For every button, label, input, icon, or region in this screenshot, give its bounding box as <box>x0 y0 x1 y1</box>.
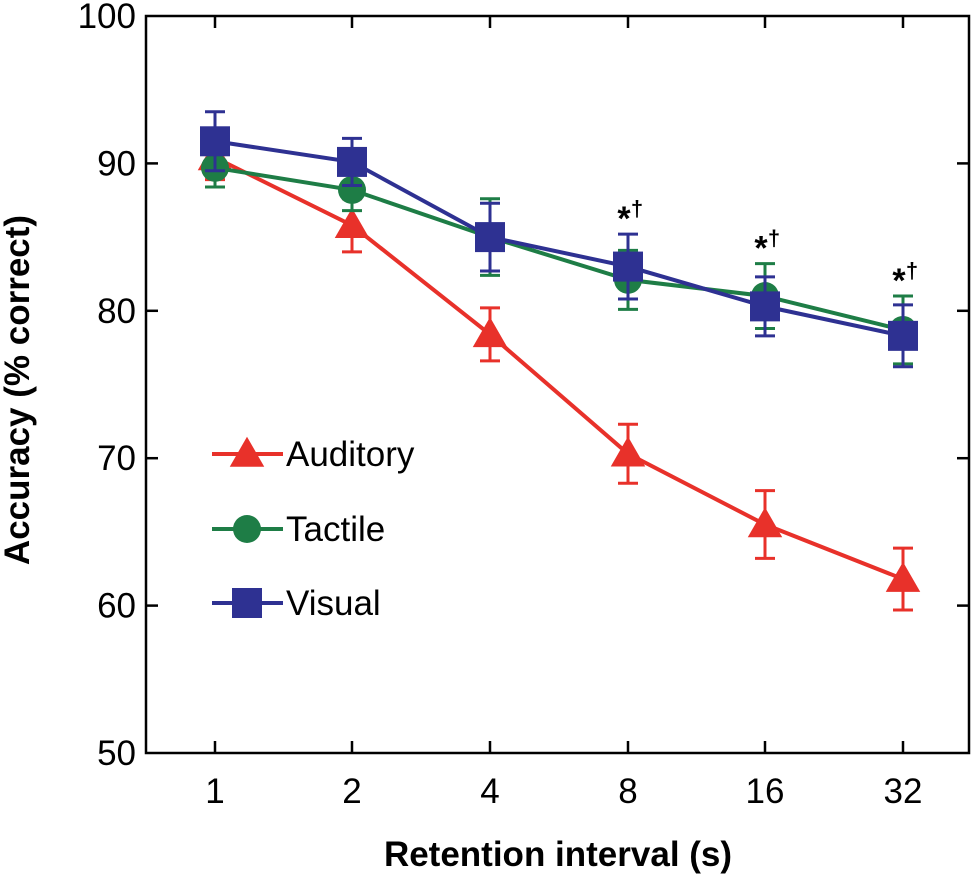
significance-annotation: * † <box>892 258 918 300</box>
y-tick-label: 50 <box>97 734 136 773</box>
x-tick-label: 16 <box>746 772 785 811</box>
annotations: * †* †* † <box>617 196 918 300</box>
legend-marker <box>229 436 265 467</box>
series-visual <box>200 110 918 369</box>
legend-label: Visual <box>286 584 381 623</box>
plot-frame <box>144 14 971 755</box>
significance-star: * <box>892 262 906 300</box>
x-tick-label: 1 <box>205 772 224 811</box>
series-line <box>214 165 904 332</box>
y-tick-label: 90 <box>97 144 136 183</box>
axes: 50 60 70 80 90 100 1 2 4 8 16 32 <box>78 0 971 811</box>
series-layer <box>197 110 921 612</box>
data-point <box>888 320 918 351</box>
data-point <box>610 436 646 467</box>
x-tick-label: 4 <box>480 772 499 811</box>
significance-star: * <box>754 230 768 268</box>
series-tactile <box>201 147 917 366</box>
significance-dagger: † <box>906 258 918 283</box>
y-tick-label: 70 <box>97 439 136 478</box>
significance-annotation: * † <box>617 196 643 238</box>
y-tick-label: 80 <box>97 292 136 331</box>
legend-marker <box>232 588 262 618</box>
legend-marker <box>233 515 261 543</box>
significance-star: * <box>617 200 631 238</box>
y-axis-label: Accuracy (% correct) <box>0 215 37 565</box>
significance-dagger: † <box>768 226 780 251</box>
significance-annotation: * † <box>754 226 780 268</box>
x-tick-label: 8 <box>618 772 637 811</box>
data-point <box>337 146 367 177</box>
data-point <box>472 317 508 348</box>
legend-item-visual: Visual <box>212 584 381 623</box>
data-point <box>885 561 921 592</box>
series-line <box>214 139 904 338</box>
series-line <box>214 155 904 581</box>
data-point <box>750 291 780 322</box>
x-axis-label: Retention interval (s) <box>384 835 732 874</box>
legend-item-auditory: Auditory <box>212 435 415 474</box>
data-point <box>334 208 370 239</box>
data-point <box>200 126 230 157</box>
y-tick-label: 60 <box>97 587 136 626</box>
significance-dagger: † <box>631 196 643 221</box>
y-tick-label: 100 <box>78 0 136 36</box>
x-tick-label: 2 <box>342 772 361 811</box>
data-point <box>475 222 505 253</box>
legend: Auditory Tactile Visual <box>212 435 415 623</box>
data-point <box>613 251 643 282</box>
data-point <box>338 175 366 204</box>
legend-label: Tactile <box>286 510 385 549</box>
data-point <box>747 507 783 538</box>
legend-item-tactile: Tactile <box>212 510 385 549</box>
legend-label: Auditory <box>286 435 415 474</box>
x-tick-label: 32 <box>884 772 923 811</box>
